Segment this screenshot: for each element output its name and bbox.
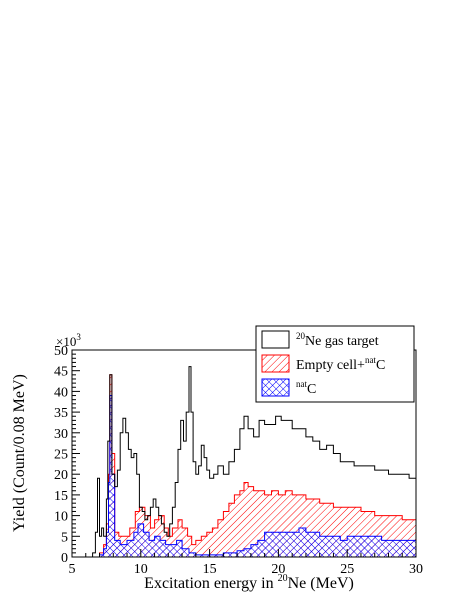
series-line-empty-cell	[92, 374, 416, 557]
x-tick-label: 15	[203, 562, 217, 577]
legend-swatch-empty-cell	[261, 354, 290, 373]
y-tick-label: 25	[54, 448, 68, 463]
y-tick-label: 40	[54, 385, 68, 400]
y-tick-label: 15	[54, 489, 68, 504]
y-tick-label: 0	[61, 551, 68, 566]
y-tick-label: 20	[54, 468, 68, 483]
y-axis-label: Yield (Count/0.08 MeV)	[11, 374, 28, 532]
x-tick-label: 30	[409, 562, 423, 577]
y-tick-label: 5	[61, 530, 68, 545]
legend: 20Ne gas target Empty cell+natC natC	[255, 325, 415, 403]
x-tick-label: 25	[340, 562, 354, 577]
x-tick-label: 5	[69, 562, 76, 577]
y-tick-label: 30	[54, 427, 68, 442]
legend-swatch-gas-target	[261, 330, 290, 349]
series-line-gas-target	[89, 366, 416, 557]
y-tick-label: 35	[54, 406, 68, 421]
y-tick-label: 10	[54, 510, 68, 525]
y-tick-label: 50	[54, 344, 68, 359]
legend-swatch-natc-cross	[262, 379, 289, 396]
y-tick-label: 45	[54, 365, 68, 380]
x-tick-label: 20	[271, 562, 285, 577]
legend-label-empty-cell: Empty cell+natC	[296, 355, 385, 373]
legend-label-natc: natC	[296, 379, 316, 397]
series-area-empty-cell	[92, 374, 416, 557]
x-axis-label: Excitation energy in 20Ne (MeV)	[144, 573, 354, 592]
y-axis-multiplier: ×103	[56, 332, 81, 349]
x-tick-label: 10	[134, 562, 148, 577]
legend-label-gas-target: 20Ne gas target	[296, 331, 379, 349]
